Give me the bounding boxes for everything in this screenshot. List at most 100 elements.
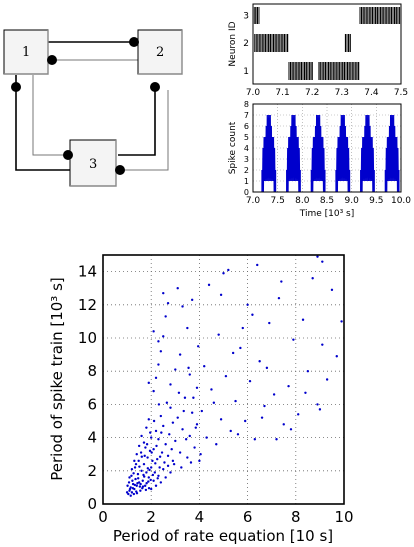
scatter-point [195, 386, 199, 389]
count-y-tick-label: 0 [244, 188, 249, 197]
scatter-point [219, 293, 223, 297]
scatter-ylabel: Period of spike train [10³ s] [48, 277, 66, 481]
scatter-point [306, 370, 310, 373]
scatter-point [135, 453, 138, 456]
scatter-y-ticks: 0 2 4 6 8 10 12 14 [78, 263, 97, 513]
scatter-point [150, 451, 153, 454]
scatter-point [138, 485, 142, 488]
scatter-point [330, 288, 334, 292]
scatter-point [181, 305, 184, 308]
scatter-point [159, 350, 163, 353]
scatter-point [164, 443, 167, 446]
raster-x-tick-label: 7.2 [305, 88, 319, 98]
count-line [253, 114, 401, 193]
count-y-tick-label: 3 [244, 155, 249, 164]
node-label-3: 3 [89, 157, 97, 172]
scatter-point [277, 296, 281, 300]
scatter-point [131, 479, 134, 482]
count-ylabel: Spike count [228, 121, 238, 174]
scatter-point [130, 467, 134, 471]
count-x-ticks: 7.0 7.5 8.0 8.5 9.0 9.5 10.0 [246, 196, 411, 206]
scatter-point [137, 459, 140, 463]
raster-x-tick-label: 7.3 [335, 88, 349, 98]
count-x-tick-label: 8.0 [295, 196, 310, 206]
scatter-point [258, 360, 261, 363]
scatter-point [145, 482, 148, 485]
scatter-point [224, 374, 228, 378]
scatter-point [150, 466, 153, 469]
scatter-point [156, 477, 159, 480]
scatter-point [256, 263, 259, 267]
scatter-point [195, 423, 199, 426]
scatter-point [146, 456, 149, 459]
scatter-point [229, 429, 232, 433]
node-label-1: 1 [22, 45, 30, 60]
scatter-point [263, 404, 266, 408]
count-x-tick-label: 7.0 [246, 196, 261, 206]
scatter-point [248, 379, 252, 383]
scatter-y-tick-label: 8 [87, 362, 97, 380]
scatter-point [194, 426, 197, 429]
scatter-xlabel: Period of rate equation [10 s] [113, 527, 333, 545]
scatter-point [222, 272, 225, 275]
scatter-point [174, 368, 177, 371]
scatter-point [227, 268, 230, 272]
scatter-point [301, 318, 305, 321]
scatter-point [152, 330, 155, 333]
scatter-point [210, 388, 213, 391]
scatter-point [143, 475, 146, 478]
scatter-point [169, 383, 172, 386]
scatter-point [160, 431, 163, 434]
scatter-x-tick-label: 10 [334, 508, 353, 526]
scatter-point [265, 366, 269, 370]
scatter-point [129, 494, 132, 497]
scatter-point [147, 476, 150, 479]
scatter-point [144, 488, 148, 492]
scatter-point [236, 433, 240, 436]
scatter-point [134, 477, 137, 481]
scatter-point [162, 424, 165, 428]
count-y-tick-label: 1 [244, 177, 249, 186]
scatter-x-tick-label: 8 [291, 508, 301, 526]
scatter-point [162, 335, 165, 338]
scatter-point [165, 401, 169, 404]
scatter-point [159, 414, 163, 418]
scatter-point [147, 381, 150, 385]
scatter-point [178, 353, 182, 356]
scatter-point [149, 431, 152, 434]
scatter-point [154, 429, 158, 433]
scatter-point [152, 479, 155, 482]
scatter-point [200, 409, 204, 413]
scatter-point [260, 416, 264, 419]
scatter-point [147, 480, 150, 483]
scatter-point [207, 283, 211, 287]
count-x-tick-label: 8.5 [320, 196, 334, 206]
count-y-tick-label: 8 [244, 100, 249, 109]
scatter-point [150, 436, 153, 439]
scatter-point [178, 451, 182, 454]
count-y-tick-label: 5 [244, 133, 249, 142]
raster-marks [252, 7, 402, 80]
scatter-point [253, 438, 257, 441]
scatter-point [217, 333, 220, 336]
scatter-point [176, 416, 179, 419]
scatter-point [143, 454, 146, 458]
scatter-point [125, 491, 129, 494]
scatter-chart: 0 2 4 6 8 10 0 2 4 6 8 10 12 14 Period of spike trai… [48, 254, 354, 545]
scatter-point [321, 343, 324, 346]
raster-x-tick-label: 7.0 [246, 88, 261, 98]
synapse-dot-1-2 [129, 37, 139, 47]
count-x-tick-label: 9.0 [345, 196, 360, 206]
raster-x-tick-label: 7.1 [275, 88, 289, 98]
scatter-point [151, 473, 155, 477]
scatter-point [183, 396, 187, 399]
scatter-point [176, 287, 179, 290]
scatter-point [139, 489, 142, 492]
scatter-point [190, 298, 194, 302]
scatter-point [168, 433, 171, 436]
scatter-point [128, 476, 131, 479]
scatter-point [139, 451, 143, 454]
scatter-y-tick-label: 6 [87, 395, 97, 413]
scatter-point [316, 255, 319, 258]
scatter-point [162, 291, 165, 295]
